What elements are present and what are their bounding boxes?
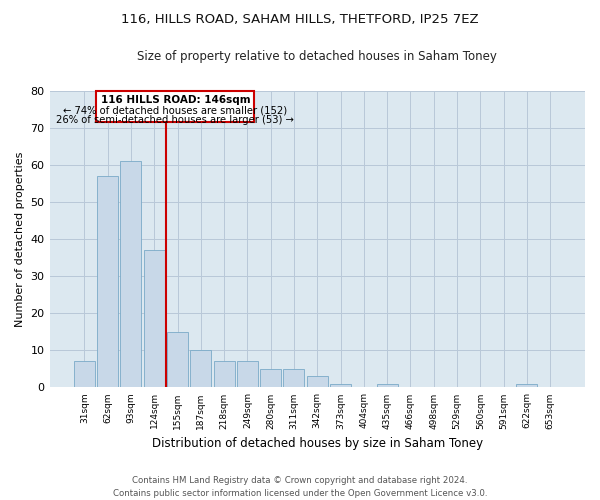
Bar: [97, 176, 118, 388]
Text: ← 74% of detached houses are smaller (152): ← 74% of detached houses are smaller (15…: [64, 105, 287, 115]
Bar: [167, 332, 188, 388]
Bar: [283, 369, 304, 388]
Bar: [190, 350, 211, 388]
Bar: [377, 384, 398, 388]
Title: Size of property relative to detached houses in Saham Toney: Size of property relative to detached ho…: [137, 50, 497, 63]
Bar: [144, 250, 165, 388]
Y-axis label: Number of detached properties: Number of detached properties: [15, 152, 25, 326]
Bar: [307, 376, 328, 388]
Bar: [330, 384, 351, 388]
FancyBboxPatch shape: [97, 92, 254, 122]
Text: Contains HM Land Registry data © Crown copyright and database right 2024.
Contai: Contains HM Land Registry data © Crown c…: [113, 476, 487, 498]
Bar: [237, 362, 258, 388]
Bar: [214, 362, 235, 388]
Bar: [74, 362, 95, 388]
Bar: [517, 384, 538, 388]
Bar: [121, 161, 142, 388]
Text: 116 HILLS ROAD: 146sqm: 116 HILLS ROAD: 146sqm: [101, 96, 250, 106]
Text: 116, HILLS ROAD, SAHAM HILLS, THETFORD, IP25 7EZ: 116, HILLS ROAD, SAHAM HILLS, THETFORD, …: [121, 12, 479, 26]
Bar: [260, 369, 281, 388]
Text: 26% of semi-detached houses are larger (53) →: 26% of semi-detached houses are larger (…: [56, 114, 295, 124]
X-axis label: Distribution of detached houses by size in Saham Toney: Distribution of detached houses by size …: [152, 437, 483, 450]
